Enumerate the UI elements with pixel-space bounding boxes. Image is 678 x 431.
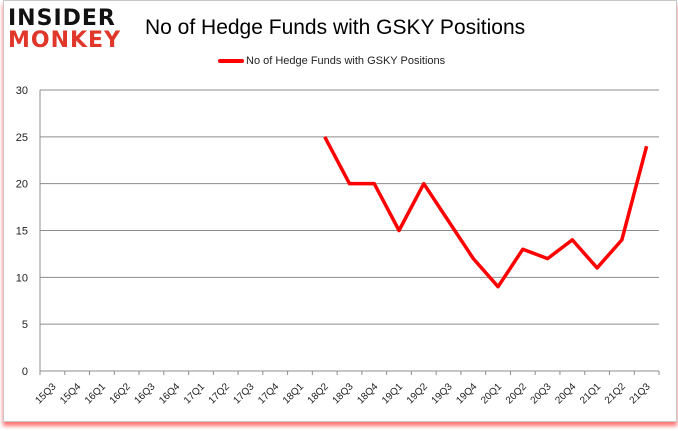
x-tick-label: 21Q1: [578, 381, 603, 406]
y-tick-label: 30: [16, 85, 28, 97]
x-tick-label: 17Q3: [232, 381, 257, 406]
x-tick-label: 19Q4: [454, 381, 479, 406]
legend-swatch: [218, 59, 244, 63]
x-tick-label: 17Q1: [182, 381, 207, 406]
y-tick-label: 5: [22, 319, 28, 331]
logo-line1: INSIDER: [8, 6, 116, 31]
x-tick-label: 15Q3: [33, 381, 58, 406]
legend-label: No of Hedge Funds with GSKY Positions: [246, 55, 446, 67]
series-line: [323, 136, 649, 289]
x-tick-label: 19Q1: [380, 381, 405, 406]
x-tick-label: 20Q2: [504, 381, 529, 406]
x-tick-label: 15Q4: [58, 381, 83, 406]
x-tick-label: 21Q3: [628, 381, 653, 406]
x-tick-label: 16Q2: [108, 381, 133, 406]
x-tick-label: 20Q4: [553, 381, 578, 406]
x-tick-label: 18Q2: [306, 381, 331, 406]
y-tick-label: 25: [16, 132, 28, 144]
y-tick-label: 15: [16, 226, 28, 238]
insider-monkey-logo: INSIDER MONKEY: [8, 8, 121, 52]
x-tick-label: 17Q2: [207, 381, 232, 406]
x-tick-label: 16Q3: [132, 381, 157, 406]
chart-title: No of Hedge Funds with GSKY Positions: [145, 16, 526, 39]
x-tick-label: 18Q3: [331, 381, 356, 406]
x-tick-label: 16Q4: [157, 381, 182, 406]
x-tick-label: 19Q3: [430, 381, 455, 406]
y-tick-label: 20: [16, 179, 28, 191]
y-tick-label: 0: [22, 366, 28, 378]
chart-legend: No of Hedge Funds with GSKY Positions: [218, 55, 445, 67]
x-tick-label: 18Q1: [281, 381, 306, 406]
x-tick-label: 20Q1: [479, 381, 504, 406]
x-tick-label: 16Q1: [83, 381, 108, 406]
x-tick-label: 18Q4: [355, 381, 380, 406]
y-tick-label: 10: [16, 272, 28, 284]
x-tick-label: 17Q4: [256, 381, 281, 406]
x-tick-label: 19Q2: [405, 381, 430, 406]
x-tick-label: 20Q3: [529, 381, 554, 406]
logo-line2: MONKEY: [8, 28, 122, 53]
x-tick-label: 21Q2: [603, 381, 628, 406]
chart-frame: [3, 0, 677, 422]
